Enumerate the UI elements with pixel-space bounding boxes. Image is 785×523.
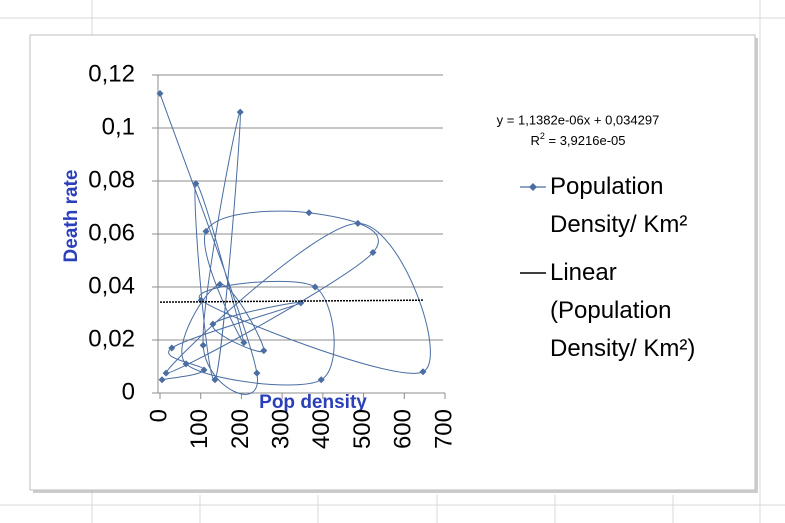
y-tick-label: 0 bbox=[122, 378, 135, 405]
legend-marker bbox=[529, 183, 537, 191]
data-point bbox=[369, 249, 377, 257]
data-point bbox=[305, 209, 313, 217]
legend-label: Linear (Population Density/ Km²) bbox=[550, 259, 696, 362]
x-axis-title: Pop density bbox=[259, 392, 367, 413]
y-tick-label: 0,12 bbox=[88, 60, 135, 87]
data-point bbox=[162, 369, 170, 377]
chart-area bbox=[29, 34, 756, 491]
y-tick-label: 0,04 bbox=[88, 272, 135, 299]
trendline-r-squared: R2 = 3,9216e-05 bbox=[530, 131, 625, 148]
legend-key bbox=[520, 183, 546, 191]
data-point bbox=[253, 369, 261, 377]
legend-entry: Linear (Population Density/ Km²) bbox=[520, 254, 720, 368]
legend-label: Population Density/ Km² bbox=[550, 173, 688, 238]
data-point bbox=[192, 180, 200, 188]
x-tick-label: 500 bbox=[349, 409, 376, 449]
x-tick-label: 200 bbox=[227, 409, 254, 449]
data-point bbox=[182, 360, 190, 368]
data-point bbox=[202, 227, 210, 235]
legend-entry: Population Density/ Km² bbox=[520, 168, 720, 244]
data-point bbox=[354, 219, 362, 227]
data-point bbox=[236, 108, 244, 116]
legend-key bbox=[520, 272, 546, 274]
data-point bbox=[209, 320, 217, 328]
r2-value: = 3,9216e-05 bbox=[545, 133, 626, 148]
data-point bbox=[168, 344, 176, 352]
x-tick-label: 600 bbox=[390, 409, 417, 449]
trendline-equation: y = 1,1382e-06x + 0,034297 bbox=[497, 112, 660, 127]
x-tick-label: 0 bbox=[145, 409, 172, 422]
x-tick-label: 300 bbox=[267, 409, 294, 449]
data-point bbox=[317, 376, 325, 384]
data-point bbox=[216, 280, 224, 288]
y-tick-label: 0,06 bbox=[88, 219, 135, 246]
data-point bbox=[200, 366, 208, 374]
x-tick-label: 100 bbox=[186, 409, 213, 449]
data-point bbox=[419, 368, 427, 376]
data-point bbox=[311, 283, 319, 291]
r2-symbol: R bbox=[530, 133, 539, 148]
data-point bbox=[240, 339, 248, 347]
data-point bbox=[199, 341, 207, 349]
y-tick-label: 0,08 bbox=[88, 166, 135, 193]
data-point bbox=[260, 347, 268, 355]
legend: Population Density/ Km² Linear (Populati… bbox=[520, 168, 720, 378]
y-axis-title: Death rate bbox=[61, 170, 82, 263]
r2-superscript: 2 bbox=[540, 131, 545, 141]
x-tick-label: 400 bbox=[308, 409, 335, 449]
data-point bbox=[158, 376, 166, 384]
trendline bbox=[159, 299, 424, 303]
data-point bbox=[211, 376, 219, 384]
data-point bbox=[156, 90, 164, 98]
y-tick-label: 0,1 bbox=[102, 113, 135, 140]
x-tick-label: 700 bbox=[430, 409, 457, 449]
y-tick-label: 0,02 bbox=[88, 325, 135, 352]
